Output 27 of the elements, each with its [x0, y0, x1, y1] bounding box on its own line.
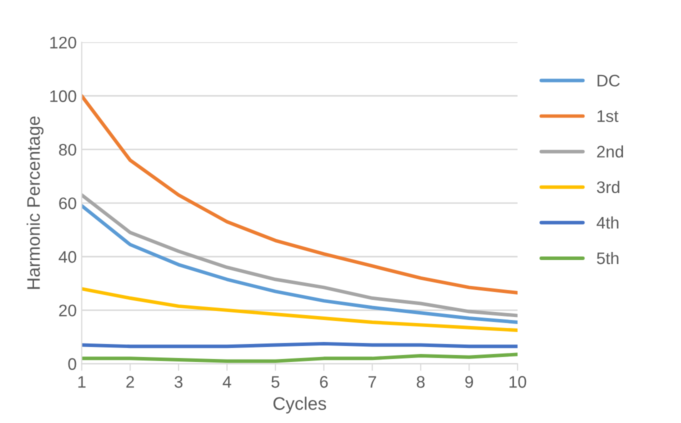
legend-label: 4th — [596, 216, 618, 229]
x-tick-label: 8 — [416, 376, 425, 388]
x-tick-label: 7 — [368, 376, 376, 388]
y-tick-label: 40 — [58, 251, 76, 263]
x-tick-label: 4 — [222, 376, 232, 388]
y-tick-label: 100 — [50, 90, 76, 102]
line-series — [82, 287, 518, 332]
x-tick-label: 3 — [174, 376, 182, 388]
legend-label: 1st — [598, 110, 618, 122]
x-tick-label: 2 — [126, 376, 134, 388]
legend-label: 3rd — [596, 180, 620, 194]
y-tick-label: 80 — [59, 144, 76, 156]
y-tick-label: 0 — [68, 358, 76, 370]
legend-label: 5th — [596, 252, 618, 264]
legend-label: 2nd — [597, 145, 624, 158]
x-tick-label: 5 — [271, 376, 280, 388]
x-tick-label: 1 — [78, 376, 86, 388]
legend-label: DC — [598, 74, 620, 87]
y-tick-label: 120 — [50, 36, 76, 49]
y-tick-label: 20 — [59, 304, 76, 316]
x-tick-label: 6 — [320, 376, 328, 388]
line-series — [82, 94, 518, 295]
x-axis-title: Cycles — [273, 396, 326, 414]
x-tick-label: 10 — [510, 376, 526, 388]
x-tick-label: 9 — [465, 376, 473, 388]
y-tick-label: 60 — [59, 197, 76, 210]
y-axis-title: Harmonic Percentage — [26, 116, 44, 289]
